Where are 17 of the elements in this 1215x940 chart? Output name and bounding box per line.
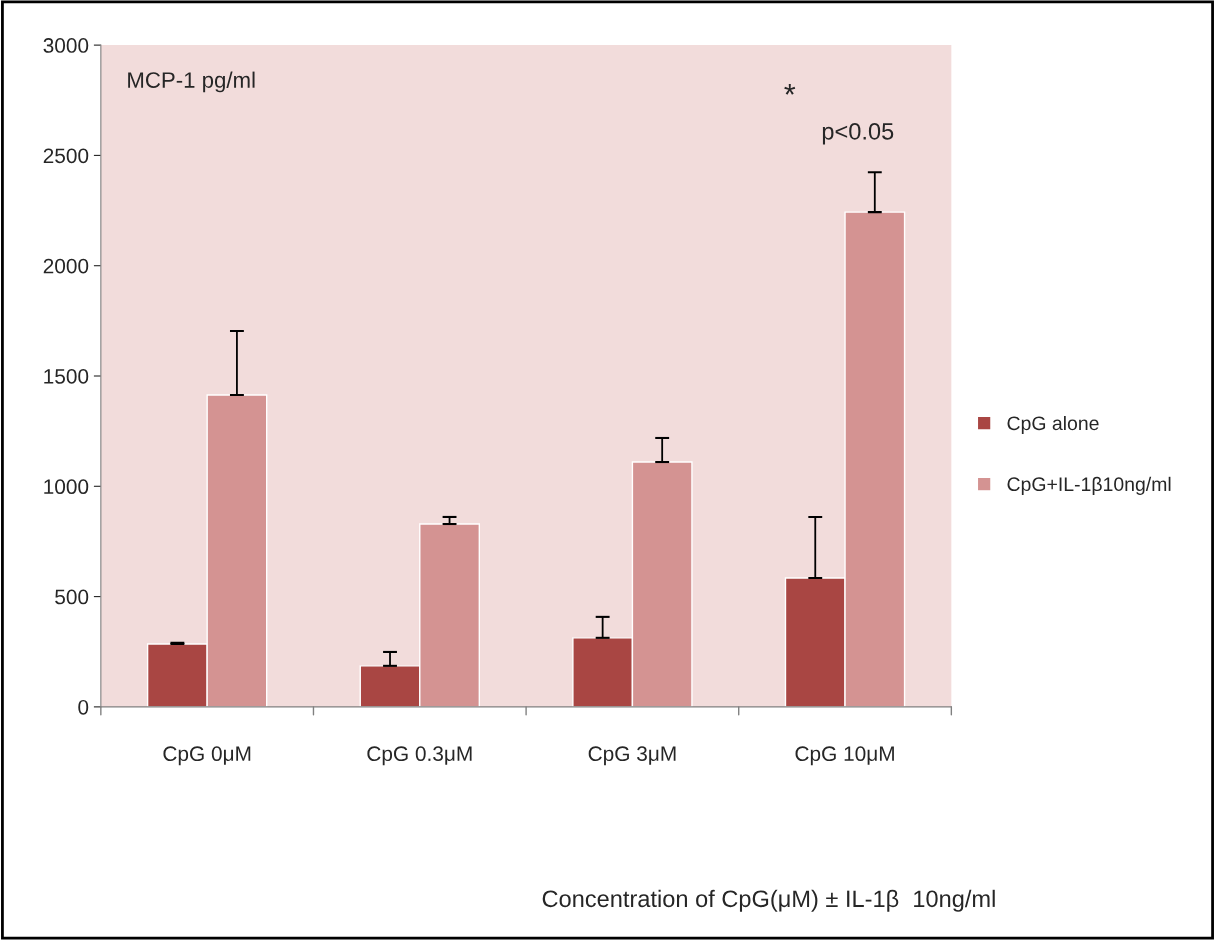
- x-tick-label: CpG 0.3μM: [367, 746, 472, 766]
- annotation: MCP-1 pg/ml: [128, 71, 255, 93]
- x-tick-label: CpG 3μM: [588, 746, 676, 766]
- legend-label: CpG+IL-1β10ng/ml: [1007, 476, 1171, 495]
- y-tick-label: 0: [78, 699, 89, 715]
- y-tick-label: 1500: [44, 369, 89, 384]
- annotation: *: [784, 83, 796, 95]
- y-tick-label: 1000: [44, 479, 89, 495]
- text: Concentration of CpG(μM) ± IL-1β 10ng/ml: [542, 889, 995, 912]
- legend-label: CpG alone: [1007, 415, 1099, 435]
- y-tick-label: 3000: [43, 38, 89, 53]
- y-tick-label: 2500: [43, 148, 89, 164]
- y-tick-label: 500: [55, 589, 89, 605]
- x-tick-label: CpG 0μM: [163, 746, 251, 766]
- y-tick-label: 2000: [43, 258, 89, 274]
- annotation: p<0.05: [822, 123, 894, 145]
- x-tick-label: CpG 10μM: [795, 746, 894, 766]
